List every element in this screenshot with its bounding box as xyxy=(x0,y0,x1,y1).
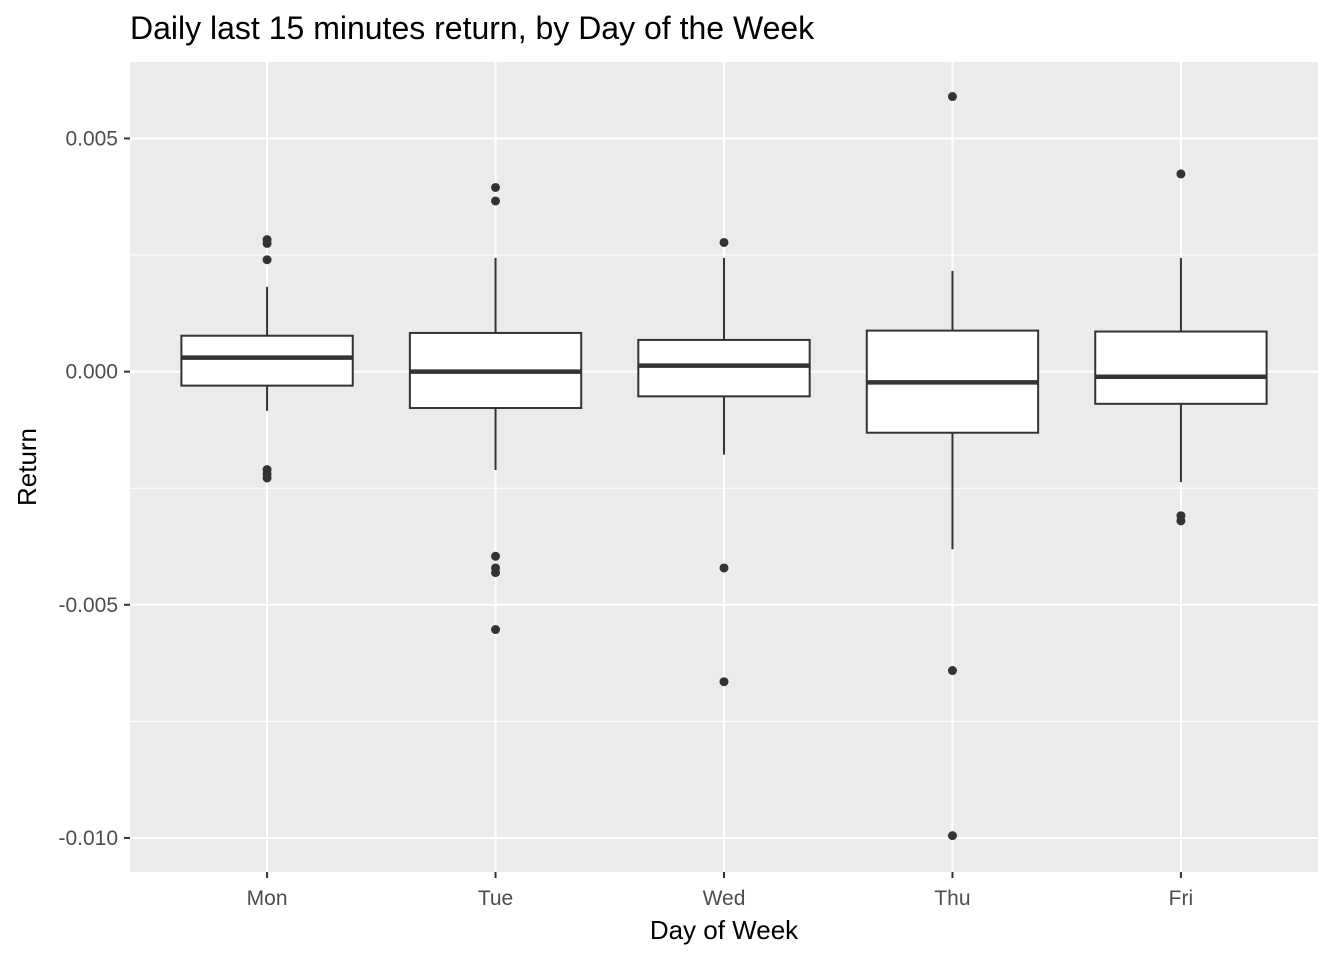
x-tick-label: Tue xyxy=(478,887,513,910)
x-axis-title: Day of Week xyxy=(650,915,799,945)
box-iqr xyxy=(180,334,354,387)
outlier-point xyxy=(491,182,501,192)
outlier-point xyxy=(1176,516,1186,526)
box-iqr xyxy=(1094,330,1268,405)
outlier-point xyxy=(947,92,957,102)
box-fri xyxy=(1094,169,1268,526)
y-axis: 0.005 0.000 -0.005 -0.010 xyxy=(58,127,130,850)
outlier-point xyxy=(719,237,729,247)
y-tick-label: -0.005 xyxy=(58,594,118,617)
outlier-point xyxy=(719,563,729,573)
x-tick-label: Thu xyxy=(934,887,970,910)
outlier-point xyxy=(947,831,957,841)
box-mon xyxy=(180,235,354,483)
y-tick-label: 0.000 xyxy=(65,361,118,384)
outlier-point xyxy=(719,677,729,687)
box-series xyxy=(180,92,1268,841)
outlier-point xyxy=(491,568,501,578)
outlier-point xyxy=(262,473,272,483)
x-tick-label: Mon xyxy=(247,887,288,910)
x-tick-label: Wed xyxy=(703,887,746,910)
outlier-point xyxy=(947,666,957,676)
outlier-point xyxy=(491,196,501,206)
outlier-point xyxy=(1176,169,1186,179)
box-tue xyxy=(408,182,583,635)
x-axis: Mon Tue Wed Thu Fri xyxy=(247,872,1194,910)
chart-title: Daily last 15 minutes return, by Day of … xyxy=(130,10,815,46)
y-tick-label: 0.005 xyxy=(65,127,118,150)
x-tick-label: Fri xyxy=(1169,887,1194,910)
outlier-point xyxy=(491,551,501,561)
outlier-point xyxy=(262,238,272,248)
box-wed xyxy=(637,237,811,687)
outlier-point xyxy=(262,255,272,265)
outlier-point xyxy=(491,625,501,635)
y-tick-label: -0.010 xyxy=(58,827,118,850)
y-axis-title: Return xyxy=(12,428,42,506)
box-iqr xyxy=(637,338,811,398)
box-thu xyxy=(865,92,1040,841)
